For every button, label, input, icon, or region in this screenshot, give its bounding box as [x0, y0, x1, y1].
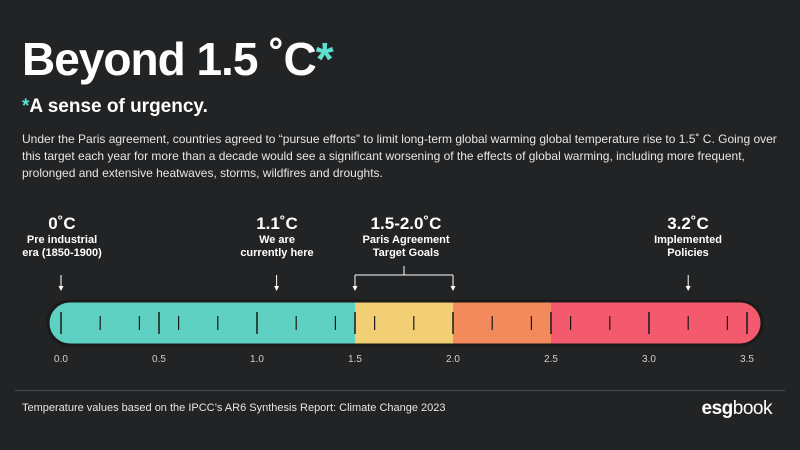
marker-desc: Policies [667, 247, 709, 259]
subtitle-asterisk: * [22, 96, 30, 117]
marker-desc: Paris Agreement [362, 234, 450, 246]
pointer-arrowhead [58, 286, 64, 291]
marker-label-policies: 3.2˚C Implemented Policies [654, 214, 722, 260]
pointer-arrowhead [274, 286, 280, 291]
bar-segment [551, 301, 762, 345]
axis-tick-label: 3.0 [642, 354, 656, 365]
pointer-arrowhead [450, 286, 456, 291]
page-subtitle: *A sense of urgency. [22, 96, 208, 118]
bar-segment [355, 301, 453, 345]
marker-desc: Implemented [654, 234, 722, 246]
marker-label-current: 1.1˚C We are currently here [240, 214, 313, 260]
marker-value: 1.1˚C [256, 214, 298, 233]
pointer-arrowhead [352, 286, 358, 291]
marker-desc: currently here [240, 247, 314, 259]
subtitle-text: A sense of urgency. [29, 96, 208, 117]
bar-outline [46, 299, 764, 347]
marker-desc: We are [259, 234, 295, 246]
intro-paragraph: Under the Paris agreement, countries agr… [22, 132, 777, 180]
bar-segment [48, 301, 355, 345]
marker-desc: Pre industrial [26, 234, 98, 246]
bar-segment [453, 301, 551, 345]
footer-divider [15, 390, 785, 391]
title-asterisk: * [315, 33, 334, 85]
temperature-bar-chart: 0.0 0.5 1.0 1.5 2.0 2.5 3.0 3.5 [46, 266, 764, 365]
brand-logo: esgbook [701, 398, 773, 420]
marker-label-preindustrial: 0˚C Pre industrial era (1850-1900) [22, 214, 102, 260]
footer-note: Temperature values based on the IPCC’s A… [22, 402, 446, 414]
marker-label-paris: 1.5-2.0˚C Paris Agreement Target Goals [362, 214, 449, 260]
bar-segments [48, 301, 762, 345]
axis-tick-label: 1.0 [250, 354, 264, 365]
logo-part-b: book [732, 398, 773, 419]
marker-value: 0˚C [48, 214, 76, 233]
logo-part-a: esg [701, 398, 734, 419]
pointer-arrowhead [685, 286, 691, 291]
page-title: Beyond 1.5 ˚C* [22, 33, 334, 85]
marker-value: 1.5-2.0˚C [370, 214, 442, 233]
axis-tick-label: 0.0 [54, 354, 68, 365]
marker-desc: Target Goals [372, 247, 440, 259]
axis-tick-label: 3.5 [740, 354, 754, 365]
axis-tick-label: 2.0 [446, 354, 460, 365]
marker-desc: era (1850-1900) [22, 247, 102, 259]
marker-value: 3.2˚C [667, 214, 709, 233]
title-text: Beyond 1.5 ˚C [22, 33, 317, 85]
axis-tick-label: 0.5 [152, 354, 166, 365]
axis-tick-label: 2.5 [544, 354, 558, 365]
axis-tick-label: 1.5 [348, 354, 362, 365]
